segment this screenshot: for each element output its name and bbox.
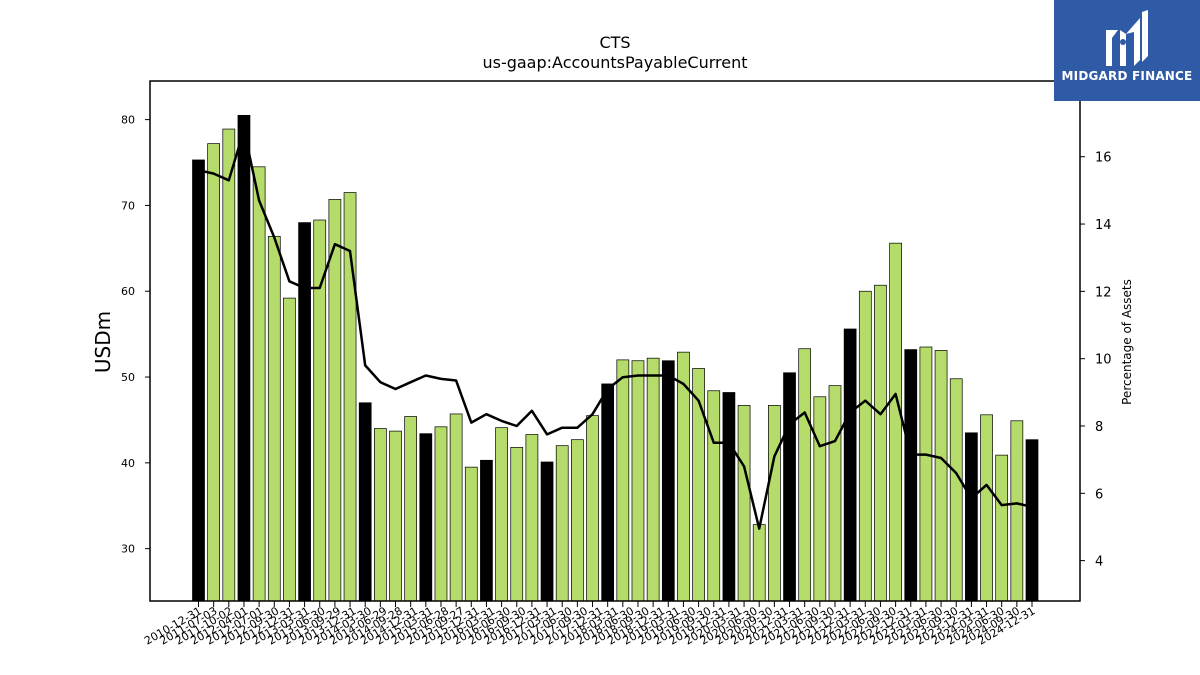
bar-2020-09-30: [783, 372, 796, 602]
y2-axis-label: Percentage of Assets: [1120, 279, 1134, 405]
y2-tick-label: 10: [1095, 353, 1112, 368]
y-tick-label: 70: [121, 199, 135, 212]
bar-2013-12-31: [374, 428, 387, 602]
bar-2015-12-31: [495, 427, 508, 602]
bar-2022-06-30: [889, 242, 902, 602]
bar-2011-12-31: [252, 166, 266, 602]
bar-2021-09-30: [843, 328, 857, 602]
bar-2014-12-31: [434, 426, 448, 602]
y2-tick-label: 14: [1095, 218, 1112, 233]
bar-2014-03-30: [389, 430, 402, 602]
bar-series: [192, 114, 1039, 602]
bar-2012-04-01: [267, 235, 281, 602]
bar-2023-03-31: [934, 350, 948, 602]
bar-2017-09-30: [601, 383, 615, 602]
bar-2012-07-01: [283, 297, 296, 602]
y-tick-label: 50: [121, 371, 135, 384]
chart-subtitle: us-gaap:AccountsPayableCurrent: [482, 53, 747, 72]
bar-2024-06-30: [1010, 420, 1024, 602]
bar-2012-09-30: [298, 222, 311, 602]
y-tick-label: 30: [121, 543, 135, 556]
bar-2022-12-31: [919, 346, 933, 602]
bar-2015-03-31: [449, 413, 463, 602]
bar-2021-06-30: [828, 385, 842, 602]
bar-2023-06-30: [949, 378, 963, 602]
bar-2018-06-30: [646, 357, 660, 602]
bar-2022-03-31: [874, 284, 887, 602]
bar-2014-06-29: [404, 416, 418, 602]
bar-2015-06-28: [464, 466, 478, 602]
y2-tick-label: 8: [1095, 420, 1103, 435]
y2-tick-label: 6: [1095, 487, 1103, 502]
bar-2023-12-31: [980, 414, 993, 602]
bar-2022-09-30: [904, 349, 918, 602]
bar-2017-03-31: [571, 439, 584, 602]
bar-2019-12-31: [737, 405, 751, 602]
bar-2017-12-31: [616, 359, 630, 602]
bar-2021-12-31: [858, 290, 872, 602]
bar-2016-06-30: [525, 434, 539, 602]
y2-tick-label: 4: [1095, 555, 1103, 570]
bar-2020-06-30: [768, 405, 781, 602]
bar-2021-03-31: [813, 396, 827, 602]
percentage-line: [198, 128, 1033, 530]
midgard-finance-logo: MIDGARD FINANCE: [1054, 0, 1200, 101]
y-tick-label: 60: [121, 285, 135, 298]
brand-name: MIDGARD FINANCE: [1061, 69, 1193, 83]
bar-2010-12-31: [192, 159, 205, 602]
bar-2020-12-31: [798, 348, 812, 602]
plot-frame: [149, 80, 1081, 602]
bar-2020-03-31: [752, 524, 766, 602]
bar-2014-09-28: [419, 433, 433, 602]
bar-2024-03-31: [995, 454, 1009, 602]
bar-2024-09-30: [1025, 439, 1039, 602]
axes: 304050607080468101214162010-12-312011-07…: [121, 80, 1112, 648]
y-tick-label: 80: [121, 114, 135, 127]
bar-2016-03-31: [510, 447, 524, 602]
y-tick-label: 40: [121, 457, 135, 470]
bar-2011-07-03: [222, 128, 236, 602]
y2-tick-label: 12: [1095, 285, 1112, 300]
bar-2016-12-31: [555, 445, 569, 602]
bar-2011-10-02: [237, 114, 251, 602]
bar-2017-06-30: [586, 415, 599, 602]
bar-2015-09-27: [480, 459, 493, 602]
bar-2023-09-30: [965, 432, 978, 602]
bar-2016-09-30: [540, 461, 554, 602]
bar-2018-09-30: [661, 360, 675, 602]
logo-mark-icon: [1106, 10, 1148, 66]
y2-tick-label: 16: [1095, 151, 1112, 166]
bar-2019-09-30: [722, 392, 736, 602]
bar-2013-09-29: [358, 402, 372, 602]
y-axis-label: USDm: [91, 311, 115, 373]
bar-2011-04-03: [207, 143, 221, 602]
bar-2019-06-30: [707, 390, 721, 602]
chart-title: CTS: [599, 33, 630, 52]
bar-2018-03-31: [631, 360, 645, 602]
